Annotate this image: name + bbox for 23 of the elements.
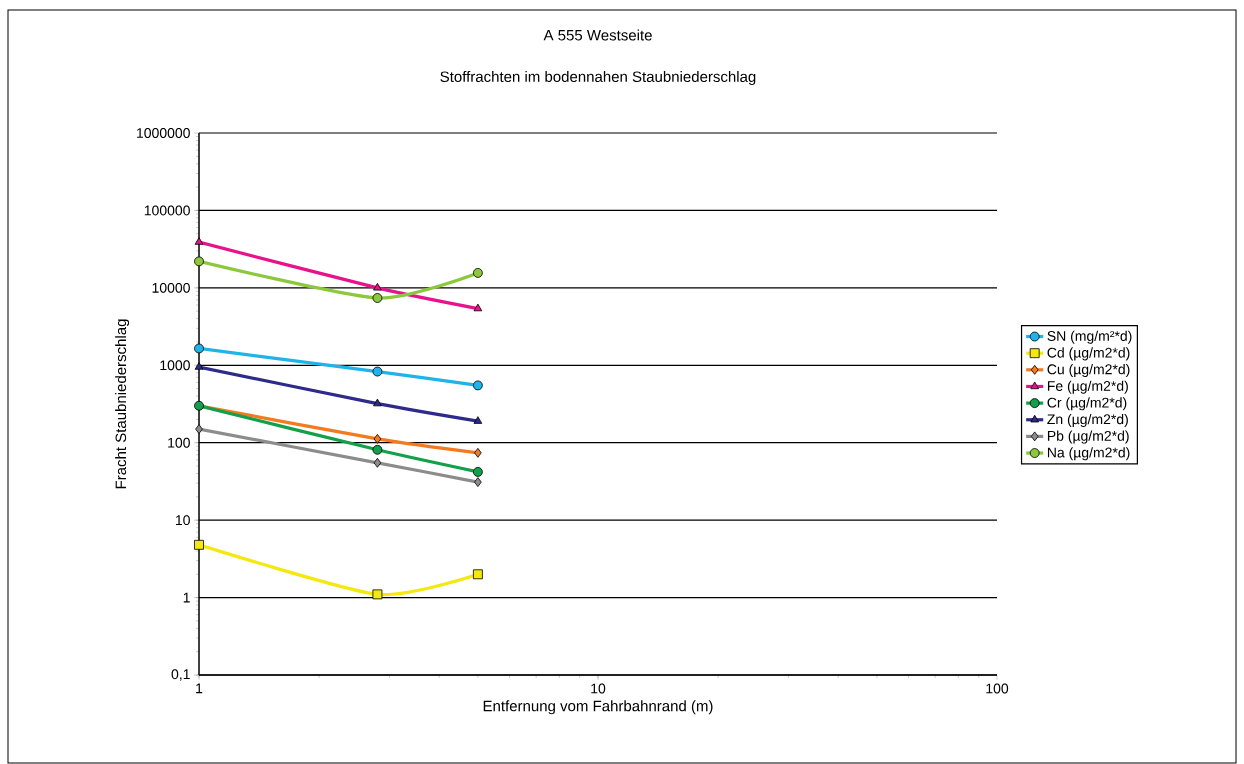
y-tick-label: 10000 <box>152 282 190 293</box>
legend-label: Cd (µg/m2*d) <box>1047 347 1130 361</box>
y-tick-label: 100 <box>168 437 190 448</box>
y-tick-label: 0,1 <box>171 669 190 681</box>
legend-label: Fe (µg/m2*d) <box>1047 380 1128 394</box>
x-tick-label: 1 <box>196 683 203 694</box>
legend-label: Cu (µg/m2*d) <box>1047 363 1130 378</box>
legend-label: SN (mg/m²*d) <box>1047 330 1132 344</box>
y-tick-label: 10 <box>175 515 190 526</box>
y-tick-label: 100000 <box>144 205 190 216</box>
chart-subtitle: Stoffrachten im bodennahen Staubniederschlag <box>440 71 756 85</box>
y-tick-label: 1 <box>183 592 190 603</box>
chart-title: A 555 Westseite <box>543 29 652 41</box>
y-tick-label: 1000000 <box>137 128 190 138</box>
y-axis-title: Fracht Staubniederschlag <box>115 319 130 489</box>
x-tick-label: 10 <box>591 683 606 694</box>
legend-label: Cr (µg/m2*d) <box>1047 397 1127 411</box>
legend-label: Pb (µg/m2*d) <box>1047 430 1129 444</box>
y-tick-label: 1000 <box>160 360 190 371</box>
x-axis-title: Entfernung vom Fahrbahnrand (m) <box>483 700 713 715</box>
x-tick-label: 100 <box>986 683 1009 694</box>
legend-label: Zn (µg/m2*d) <box>1047 413 1128 427</box>
legend-label: Na (µg/m2*d) <box>1047 447 1130 461</box>
